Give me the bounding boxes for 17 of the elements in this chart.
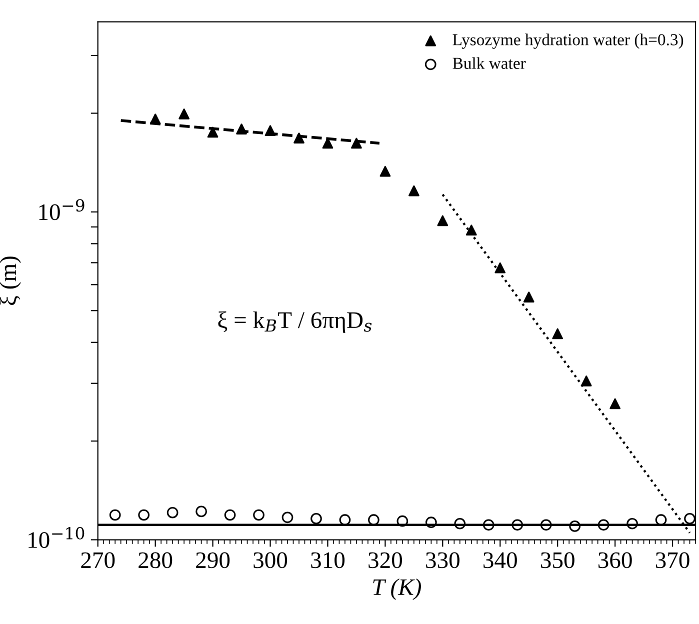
x-tick-label: 370: [656, 552, 690, 568]
x-tick-label: 330: [426, 552, 460, 568]
x-tick-label: 310: [311, 552, 345, 568]
x-tick-label: 290: [196, 552, 230, 568]
legend-label: Bulk water: [452, 57, 526, 69]
y-tick-label: 10$^{−10}$: [28, 526, 84, 548]
x-tick-label: 340: [484, 552, 517, 568]
x-tick-label: 270: [81, 552, 115, 568]
x-tick-label: 280: [138, 552, 172, 568]
x-tick-label: 320: [368, 552, 402, 568]
x-axis-title: T (K): [373, 578, 422, 600]
y-tick-label: 10$^{−9}$: [39, 199, 84, 220]
x-tick-label: 350: [541, 552, 574, 568]
x-tick-label: 360: [598, 552, 632, 568]
legend-label: Lysozyme hydration water (h=0.3): [452, 34, 684, 49]
x-tick-label: 300: [254, 552, 288, 568]
annotation: ξ = k$_{B}$T / 6πηD$_{s}$: [218, 311, 372, 333]
